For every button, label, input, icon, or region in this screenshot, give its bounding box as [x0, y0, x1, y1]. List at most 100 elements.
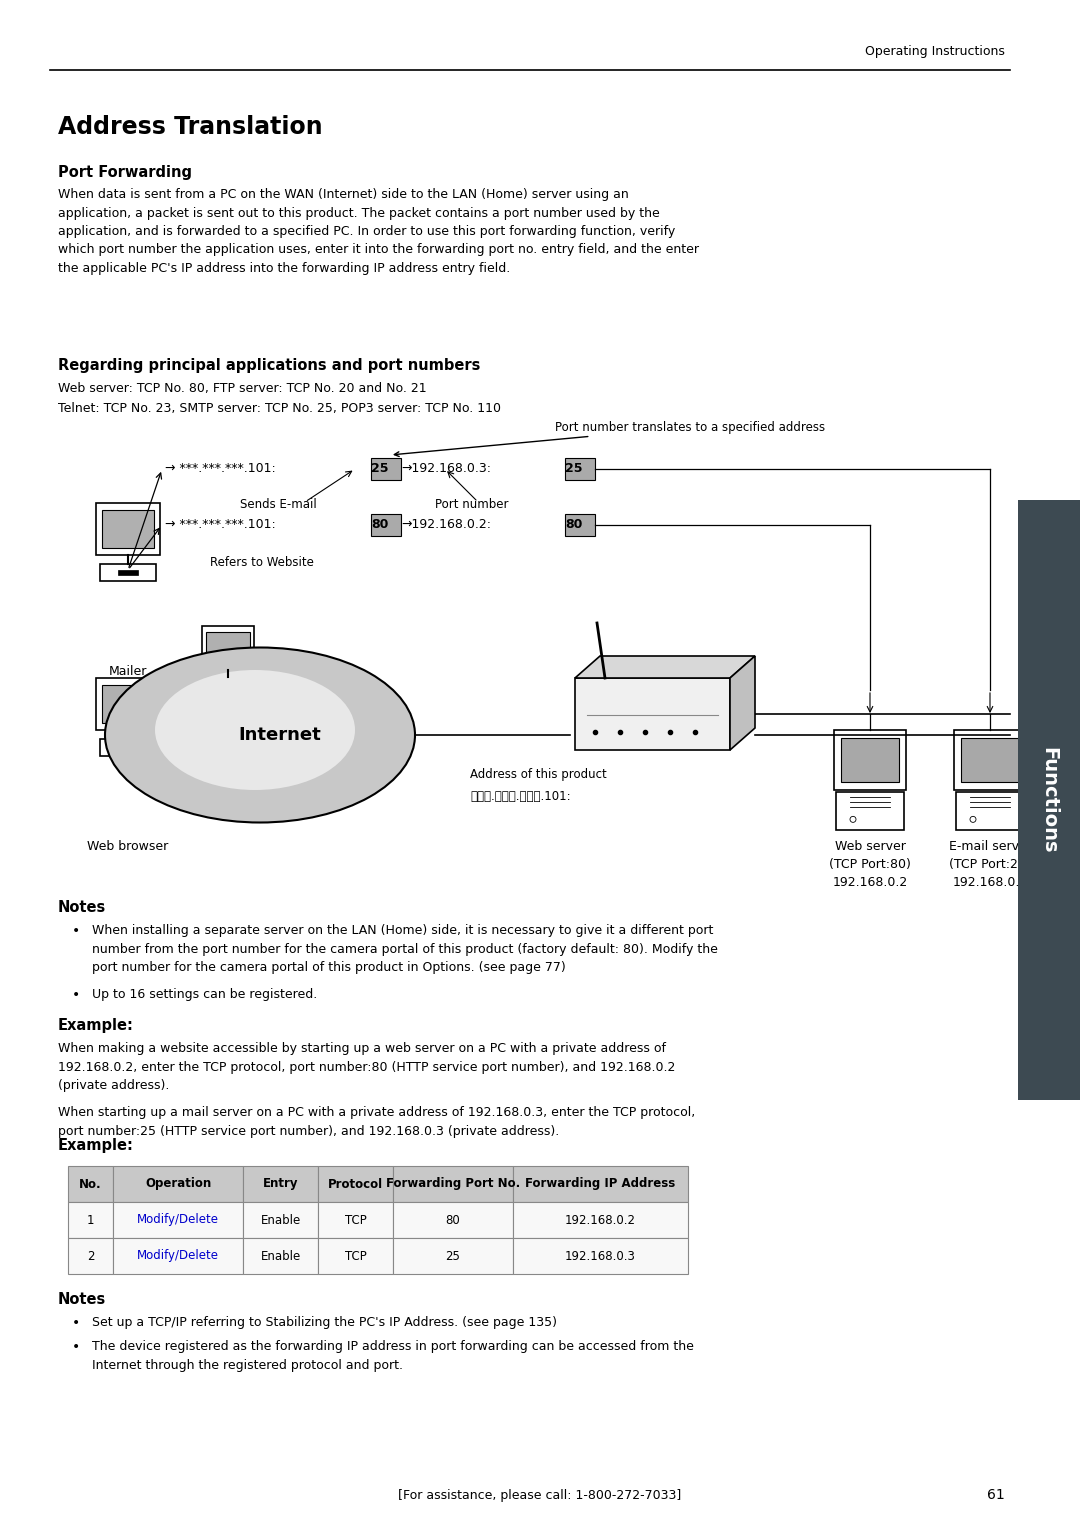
FancyBboxPatch shape — [393, 1202, 513, 1238]
Text: When making a website accessible by starting up a web server on a PC with a priv: When making a website accessible by star… — [58, 1042, 675, 1093]
Text: (TCP Port:80): (TCP Port:80) — [829, 858, 910, 871]
FancyBboxPatch shape — [113, 1202, 243, 1238]
Text: Set up a TCP/IP referring to Stabilizing the PC's IP Address. (see page 135): Set up a TCP/IP referring to Stabilizing… — [92, 1315, 557, 1329]
FancyBboxPatch shape — [113, 1238, 243, 1274]
Ellipse shape — [105, 647, 415, 823]
FancyBboxPatch shape — [113, 1166, 243, 1202]
FancyBboxPatch shape — [243, 1166, 318, 1202]
Text: Modify/Delete: Modify/Delete — [137, 1250, 219, 1262]
FancyBboxPatch shape — [954, 729, 1026, 790]
Text: → ***.***.***.101:: → ***.***.***.101: — [165, 519, 280, 531]
Text: →192.168.0.3:: →192.168.0.3: — [401, 462, 491, 476]
Text: The device registered as the forwarding IP address in port forwarding can be acc: The device registered as the forwarding … — [92, 1340, 693, 1372]
Text: E-mail server: E-mail server — [948, 839, 1031, 853]
Text: Regarding principal applications and port numbers: Regarding principal applications and por… — [58, 359, 481, 372]
Text: Web browser: Web browser — [87, 839, 168, 853]
FancyBboxPatch shape — [102, 685, 154, 723]
FancyBboxPatch shape — [961, 739, 1018, 781]
Text: Web server: TCP No. 80, FTP server: TCP No. 20 and No. 21: Web server: TCP No. 80, FTP server: TCP … — [58, 382, 427, 395]
Text: 192.168.0.2: 192.168.0.2 — [833, 876, 907, 890]
Text: Up to 16 settings can be registered.: Up to 16 settings can be registered. — [92, 987, 318, 1001]
FancyBboxPatch shape — [841, 739, 899, 781]
Text: No.: No. — [79, 1178, 102, 1190]
FancyBboxPatch shape — [96, 678, 160, 729]
Circle shape — [850, 816, 856, 823]
FancyBboxPatch shape — [836, 792, 904, 830]
FancyBboxPatch shape — [393, 1166, 513, 1202]
Text: Internet: Internet — [239, 726, 322, 745]
Text: → ***.***.***.101:: → ***.***.***.101: — [165, 462, 280, 476]
Polygon shape — [575, 678, 730, 749]
Circle shape — [970, 816, 976, 823]
Text: [For assistance, please call: 1-800-272-7033]: [For assistance, please call: 1-800-272-… — [399, 1488, 681, 1502]
Text: Modify/Delete: Modify/Delete — [137, 1213, 219, 1227]
FancyBboxPatch shape — [243, 1238, 318, 1274]
FancyBboxPatch shape — [206, 632, 249, 664]
FancyBboxPatch shape — [219, 682, 235, 687]
FancyBboxPatch shape — [513, 1202, 688, 1238]
Polygon shape — [575, 656, 755, 678]
FancyBboxPatch shape — [102, 510, 154, 548]
Text: Port Forwarding: Port Forwarding — [58, 165, 192, 180]
Text: TCP: TCP — [345, 1213, 366, 1227]
Text: Example:: Example: — [58, 1018, 134, 1033]
Text: Operation: Operation — [145, 1178, 211, 1190]
Text: Enable: Enable — [260, 1250, 300, 1262]
Text: Sends E-mail: Sends E-mail — [240, 497, 316, 511]
Text: Notes: Notes — [58, 900, 106, 916]
Text: Operating Instructions: Operating Instructions — [865, 46, 1005, 58]
Text: Enable: Enable — [260, 1213, 300, 1227]
Text: Notes: Notes — [58, 1293, 106, 1306]
FancyBboxPatch shape — [118, 569, 137, 575]
Text: Port number translates to a specified address: Port number translates to a specified ad… — [394, 421, 825, 456]
Text: Example:: Example: — [58, 1138, 134, 1154]
Text: 80: 80 — [446, 1213, 460, 1227]
Text: Functions: Functions — [1039, 746, 1058, 853]
FancyBboxPatch shape — [565, 514, 595, 536]
FancyBboxPatch shape — [99, 739, 157, 755]
Text: •: • — [72, 987, 80, 1003]
Text: ＊＊＊.＊＊＊.＊＊＊.101:: ＊＊＊.＊＊＊.＊＊＊.101: — [470, 790, 570, 803]
Text: Forwarding Port No.: Forwarding Port No. — [386, 1178, 521, 1190]
Text: 61: 61 — [987, 1488, 1005, 1502]
FancyBboxPatch shape — [318, 1202, 393, 1238]
Text: →192.168.0.2:: →192.168.0.2: — [401, 519, 491, 531]
FancyBboxPatch shape — [318, 1238, 393, 1274]
Text: 2: 2 — [86, 1250, 94, 1262]
Text: 25: 25 — [372, 462, 389, 476]
FancyBboxPatch shape — [99, 563, 157, 581]
Text: (TCP Port:25): (TCP Port:25) — [949, 858, 1031, 871]
Text: When starting up a mail server on a PC with a private address of 192.168.0.3, en: When starting up a mail server on a PC w… — [58, 1106, 696, 1137]
Text: 25: 25 — [565, 462, 582, 476]
FancyBboxPatch shape — [393, 1238, 513, 1274]
Text: Address of this product: Address of this product — [470, 768, 607, 781]
FancyBboxPatch shape — [202, 626, 255, 670]
FancyBboxPatch shape — [118, 745, 137, 749]
Polygon shape — [730, 656, 755, 749]
Text: 192.168.0.2: 192.168.0.2 — [565, 1213, 636, 1227]
FancyBboxPatch shape — [68, 1202, 113, 1238]
FancyBboxPatch shape — [318, 1166, 393, 1202]
Text: •: • — [72, 925, 80, 938]
Text: Mailer: Mailer — [109, 665, 147, 678]
Text: Telnet: TCP No. 23, SMTP server: TCP No. 25, POP3 server: TCP No. 110: Telnet: TCP No. 23, SMTP server: TCP No.… — [58, 401, 501, 415]
Text: Address Translation: Address Translation — [58, 114, 323, 139]
FancyBboxPatch shape — [68, 1238, 113, 1274]
Text: Web server: Web server — [835, 839, 905, 853]
Text: Forwarding IP Address: Forwarding IP Address — [525, 1178, 676, 1190]
Text: 192.168.0.3: 192.168.0.3 — [953, 876, 1028, 890]
Text: •: • — [72, 1340, 80, 1354]
FancyBboxPatch shape — [513, 1166, 688, 1202]
FancyBboxPatch shape — [205, 678, 252, 691]
FancyBboxPatch shape — [956, 792, 1024, 830]
FancyBboxPatch shape — [513, 1238, 688, 1274]
Text: Entry: Entry — [262, 1178, 298, 1190]
Text: Port number: Port number — [435, 497, 509, 511]
FancyBboxPatch shape — [834, 729, 906, 790]
Text: 1: 1 — [86, 1213, 94, 1227]
Text: 25: 25 — [446, 1250, 460, 1262]
Text: 80: 80 — [565, 519, 582, 531]
FancyBboxPatch shape — [243, 1202, 318, 1238]
Ellipse shape — [156, 670, 355, 790]
Text: Protocol: Protocol — [328, 1178, 383, 1190]
